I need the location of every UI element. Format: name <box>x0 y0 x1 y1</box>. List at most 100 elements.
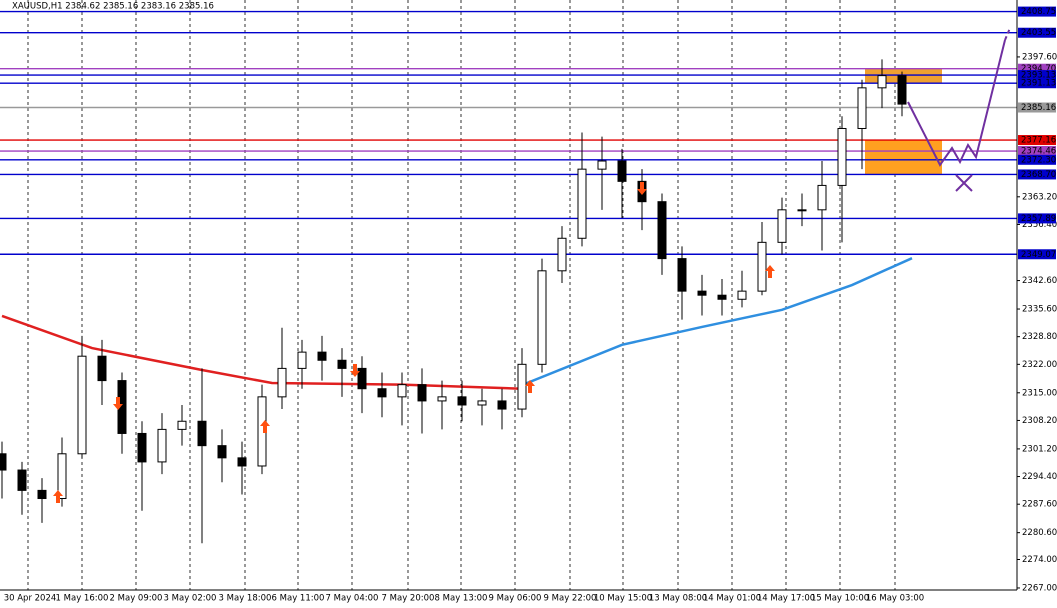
x-tick-label: 6 May 11:00 <box>272 594 325 604</box>
x-tick-label: 15 May 10:00 <box>811 594 869 604</box>
level-label: 2374.46 <box>1021 147 1056 157</box>
axis-labels: 30 Apr 2024 1 May 16:00 2 May 09:00 3 May 0… <box>4 6 1057 604</box>
level-label: 2394.70 <box>1021 64 1056 74</box>
y-tick-label: 2294.40 <box>1022 472 1057 482</box>
candle-body <box>217 445 227 459</box>
y-tick-label: 2356.40 <box>1022 220 1057 230</box>
x-tick-label: 3 May 18:00 <box>219 594 272 604</box>
level-label-box <box>1018 154 1056 165</box>
projection-dash <box>1004 27 1011 41</box>
x-tick-label: 9 May 22:00 <box>544 594 597 604</box>
candle-body <box>597 160 607 170</box>
candle-body <box>517 363 527 410</box>
x-tick-label: 10 May 15:00 <box>594 594 652 604</box>
candle-body <box>897 75 907 105</box>
x-tick-label: 7 May 04:00 <box>326 594 379 604</box>
candle-body <box>357 367 367 390</box>
candle-body <box>377 388 387 398</box>
y-tick-label: 2267.00 <box>1022 583 1057 593</box>
candle-body <box>477 400 487 406</box>
y-tick-label: 2328.80 <box>1022 332 1057 342</box>
candle-body <box>497 400 507 410</box>
y-tick-label: 2322.00 <box>1022 360 1057 370</box>
candle-body <box>0 453 7 471</box>
x-tick-label: 8 May 13:00 <box>435 594 488 604</box>
y-tick-label: 2397.60 <box>1022 52 1057 62</box>
candle-body <box>877 75 887 89</box>
x-tick-label: 16 May 03:00 <box>866 594 924 604</box>
candle-body <box>797 209 807 212</box>
candle-body <box>277 367 287 398</box>
y-tick-label: 2280.60 <box>1022 528 1057 538</box>
candle-body <box>677 258 687 292</box>
arrow-up <box>765 265 775 278</box>
x-tick-label: 13 May 08:00 <box>649 594 707 604</box>
candle-body <box>437 396 447 402</box>
arrow-up <box>53 490 63 503</box>
x-tick-label: 14 May 01:00 <box>703 594 761 604</box>
level-label: 2372.30 <box>1021 155 1056 165</box>
level-label-box <box>1018 63 1056 74</box>
candle-body <box>857 87 867 129</box>
candle-body <box>537 270 547 365</box>
x-tick-label: 30 Apr 2024 <box>4 594 57 604</box>
arrow-up <box>525 380 535 393</box>
candle-body <box>397 384 407 398</box>
candle-body <box>657 201 667 260</box>
grid <box>27 0 896 590</box>
y-tick-label: 2315.00 <box>1022 388 1057 398</box>
level-label-box <box>1018 6 1056 17</box>
candle-body <box>17 469 27 491</box>
arrow-down <box>113 397 123 410</box>
y-tick-label: 2287.60 <box>1022 500 1057 510</box>
level-label: 2393.13 <box>1021 71 1056 81</box>
level-label-box <box>1018 169 1056 180</box>
candle-body <box>777 209 787 243</box>
candle-body <box>77 355 87 455</box>
candle-body <box>317 351 327 361</box>
candle-body <box>37 489 47 500</box>
candle-body <box>297 351 307 369</box>
candle-body <box>57 453 67 500</box>
candle-body <box>577 168 587 239</box>
level-label-box <box>1018 78 1056 89</box>
cross-mark <box>955 174 973 192</box>
y-tick-label: 2308.20 <box>1022 416 1057 426</box>
candle-body <box>757 241 767 292</box>
candle-body <box>697 290 707 296</box>
y-tick-label: 2335.60 <box>1022 305 1057 315</box>
candle-body <box>837 127 847 186</box>
candle-body <box>617 160 627 182</box>
level-label-box <box>1018 135 1056 146</box>
x-tick-label: 3 May 02:00 <box>164 594 217 604</box>
arrow-up <box>260 420 270 433</box>
level-label-box <box>1018 146 1056 157</box>
level-label: 2377.16 <box>1021 136 1056 146</box>
candle-body <box>137 432 147 463</box>
level-label: 2368.70 <box>1021 170 1056 180</box>
level-label-box <box>1018 70 1056 81</box>
candle-body <box>457 396 467 406</box>
candle-body <box>817 184 827 211</box>
level-label-box <box>1018 27 1056 38</box>
candle-body <box>177 420 187 430</box>
x-tick-label: 2 May 09:00 <box>110 594 163 604</box>
candle-body <box>417 384 427 402</box>
level-label-box <box>1018 249 1056 260</box>
y-tick-label: 2301.20 <box>1022 444 1057 454</box>
x-tick-label: 7 May 20:00 <box>382 594 435 604</box>
candle-body <box>197 420 207 447</box>
level-label: 2391.13 <box>1021 79 1056 89</box>
level-label-box <box>1018 213 1056 224</box>
chart-title: XAUUSD,H1 2384.62 2385.16 2383.16 2385.1… <box>12 2 214 12</box>
x-tick-label: 14 May 17:00 <box>757 594 815 604</box>
candle-body <box>557 237 567 272</box>
candle-body <box>237 457 247 467</box>
y-tick-label: 2342.60 <box>1022 276 1057 286</box>
candle-body <box>97 355 107 382</box>
candle-body <box>717 294 727 300</box>
level-label: 2385.16 <box>1021 103 1056 113</box>
projection <box>907 27 1011 192</box>
